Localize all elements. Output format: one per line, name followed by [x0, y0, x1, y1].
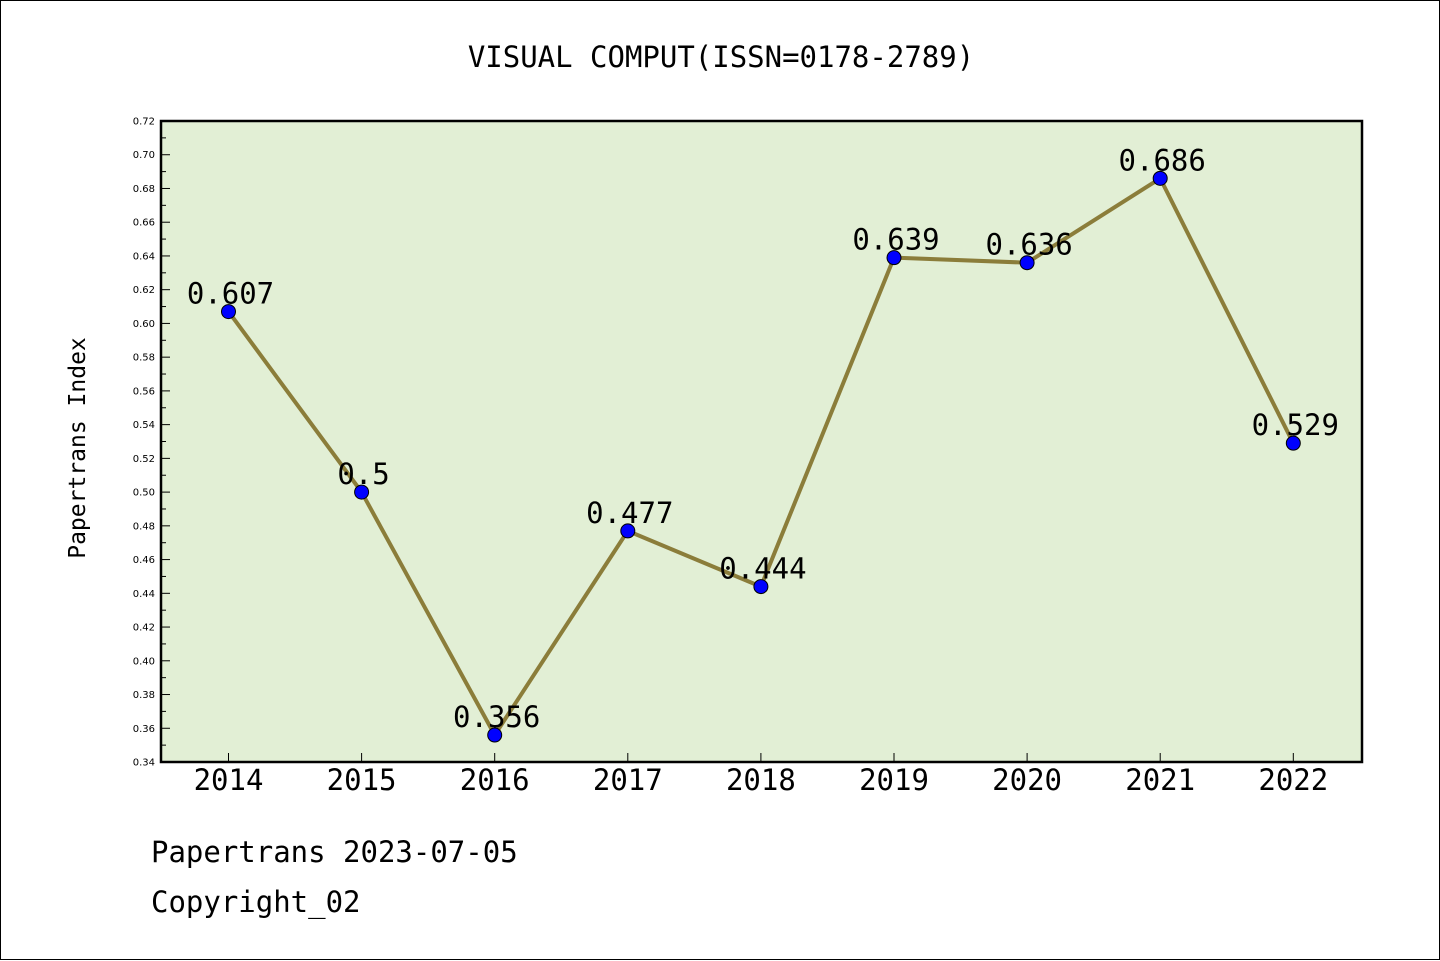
- x-tick-label: 2015: [327, 763, 397, 797]
- data-point-label: 0.529: [1252, 408, 1339, 442]
- data-point-label: 0.5: [337, 457, 389, 491]
- y-tick-label: 0.36: [133, 724, 155, 735]
- data-point-label: 0.686: [1119, 143, 1206, 177]
- data-markers: [221, 170, 1301, 743]
- y-tick-label: 0.52: [133, 454, 155, 465]
- plot-area: [161, 121, 1362, 762]
- y-tick-label: 0.34: [133, 758, 155, 769]
- y-tick-label: 0.38: [133, 690, 155, 701]
- y-tick-label: 0.46: [133, 555, 155, 566]
- x-tick-label: 2019: [859, 763, 929, 797]
- data-point-label: 0.356: [453, 700, 540, 734]
- y-tick-label: 0.42: [133, 623, 155, 634]
- x-tick-label: 2020: [992, 763, 1062, 797]
- data-point-marker: [886, 250, 902, 266]
- y-tick-label: 0.48: [133, 521, 155, 532]
- data-point-marker: [354, 484, 370, 500]
- plot-frame: [159, 119, 1364, 764]
- y-tick-label: 0.40: [133, 656, 155, 667]
- y-tick-label: 0.72: [133, 117, 155, 128]
- data-point-label: 0.607: [187, 277, 274, 311]
- y-tick-label: 0.62: [133, 285, 155, 296]
- y-tick-label: 0.68: [133, 184, 155, 195]
- y-tick-label: 0.70: [133, 150, 155, 161]
- footer-copyright-text: Copyright_02: [151, 885, 361, 919]
- data-point-marker: [487, 727, 503, 743]
- data-point-marker: [1019, 255, 1035, 271]
- data-point-marker: [1152, 170, 1168, 186]
- x-tick-label: 2016: [460, 763, 530, 797]
- x-tick-label: 2017: [593, 763, 663, 797]
- y-tick-label: 0.64: [133, 251, 155, 262]
- chart-title: VISUAL COMPUT(ISSN=0178-2789): [468, 40, 974, 74]
- y-axis-label: Papertrans Index: [65, 337, 91, 559]
- y-tick-label: 0.54: [133, 420, 155, 431]
- footer-date-text: Papertrans 2023-07-05: [151, 835, 518, 869]
- data-point-label: 0.639: [852, 223, 939, 257]
- data-point-marker: [753, 579, 769, 595]
- x-tick-label: 2018: [726, 763, 796, 797]
- y-tick-label: 0.60: [133, 319, 155, 330]
- y-axis-ticks: 0.34 0.36 0.38 0.40 0.42 0.44 0.46 0.48 0.50 0.52…: [133, 117, 170, 769]
- data-point-marker: [620, 523, 636, 539]
- data-point-label: 0.636: [985, 228, 1072, 262]
- data-point-label: 0.477: [586, 496, 673, 530]
- y-tick-label: 0.50: [133, 488, 155, 499]
- y-tick-label: 0.58: [133, 353, 155, 364]
- x-tick-label: 2014: [194, 763, 264, 797]
- data-labels: 0.607 0.5 0.356 0.477 0.444 0.639 0.636 0.686 0.…: [187, 143, 1339, 734]
- y-tick-label: 0.66: [133, 218, 155, 229]
- y-tick-label: 0.44: [133, 589, 155, 600]
- data-point-marker: [221, 304, 236, 320]
- data-point-marker: [1285, 435, 1301, 451]
- data-point-label: 0.444: [719, 552, 806, 586]
- y-tick-label: 0.56: [133, 386, 155, 397]
- x-tick-label: 2021: [1125, 763, 1195, 797]
- x-tick-label: 2022: [1258, 763, 1328, 797]
- x-axis-ticks: 2014 2015 2016 2017 2018 2019 2020 2021 2022: [194, 753, 1328, 797]
